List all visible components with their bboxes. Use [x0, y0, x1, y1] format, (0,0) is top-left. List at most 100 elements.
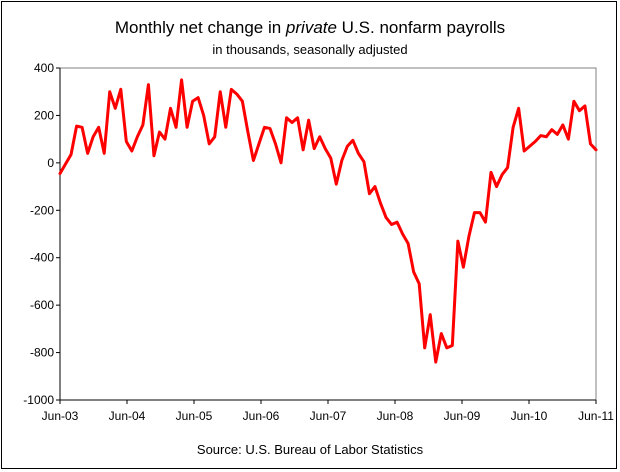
- data-point: [539, 134, 542, 137]
- data-point: [274, 143, 277, 145]
- data-point: [136, 135, 139, 138]
- data-point: [528, 145, 531, 148]
- data-point: [346, 145, 349, 148]
- data-point: [86, 152, 89, 155]
- data-point: [164, 138, 166, 140]
- data-point: [523, 150, 525, 152]
- x-tick-label: Jun-08: [377, 409, 414, 423]
- data-point: [280, 162, 282, 164]
- data-point: [440, 332, 443, 335]
- data-point: [379, 202, 382, 204]
- data-point: [589, 143, 592, 145]
- data-point: [418, 283, 420, 285]
- data-point: [191, 100, 194, 102]
- data-point: [396, 221, 398, 223]
- data-point: [258, 143, 260, 145]
- data-point: [329, 157, 332, 159]
- chart-subtitle: in thousands, seasonally adjusted: [212, 42, 408, 57]
- chart-title-suffix: U.S. nonfarm payrolls: [336, 18, 506, 37]
- y-tick-label: 200: [34, 108, 54, 122]
- data-point: [501, 173, 503, 176]
- data-point: [236, 93, 238, 95]
- data-point: [578, 109, 581, 112]
- data-point: [584, 105, 586, 107]
- data-point: [468, 235, 470, 238]
- data-point: [213, 135, 216, 138]
- data-point: [153, 154, 155, 157]
- y-tick-label: -1000: [23, 393, 54, 407]
- y-tick-label: -600: [30, 298, 54, 312]
- y-tick-label: 400: [34, 61, 54, 75]
- series-line: [58, 78, 598, 364]
- data-point: [169, 107, 172, 110]
- axes: [56, 67, 597, 404]
- data-point: [567, 138, 570, 140]
- data-point: [451, 344, 454, 347]
- data-point: [296, 117, 299, 119]
- chart-title-prefix: Monthly net change in: [114, 18, 286, 37]
- data-point: [114, 107, 117, 110]
- data-point: [401, 233, 404, 235]
- data-point: [550, 128, 553, 131]
- x-tick-label: Jun-04: [109, 409, 146, 423]
- x-tick-label: Jun-07: [310, 409, 347, 423]
- data-point: [545, 135, 548, 138]
- data-point: [390, 223, 393, 226]
- data-point: [407, 242, 409, 245]
- x-tick-label: Jun-09: [444, 409, 481, 423]
- data-point: [202, 114, 205, 117]
- data-point: [556, 133, 559, 136]
- data-point: [208, 143, 210, 145]
- data-point: [446, 347, 448, 349]
- data-point: [341, 159, 343, 162]
- data-point: [302, 149, 304, 151]
- data-point: [374, 185, 376, 188]
- data-point: [92, 135, 94, 138]
- data-point: [291, 121, 293, 124]
- chart-title: Monthly net change in private U.S. nonfa…: [0, 18, 620, 38]
- data-point: [434, 361, 437, 363]
- data-point: [180, 79, 183, 81]
- series-group: [58, 78, 598, 364]
- data-point: [562, 124, 564, 126]
- data-point: [131, 150, 133, 152]
- data-point: [158, 131, 161, 133]
- data-point: [230, 88, 233, 91]
- y-tick-label: -800: [30, 346, 54, 360]
- data-point: [241, 100, 244, 102]
- chart-title-italic: private: [285, 18, 337, 37]
- data-point: [357, 152, 360, 155]
- data-point: [108, 90, 111, 93]
- data-point: [318, 135, 321, 138]
- data-point: [313, 147, 315, 150]
- data-point: [506, 166, 509, 169]
- data-point: [490, 171, 492, 174]
- data-point: [363, 160, 365, 163]
- data-point: [324, 147, 327, 150]
- plot-area: [59, 67, 597, 401]
- data-point: [412, 271, 415, 273]
- data-point: [75, 125, 78, 127]
- x-tick-labels: Jun-03 Jun-04 Jun-05 Jun-06 Jun-07 Jun-08 Jun-…: [42, 409, 615, 423]
- data-point: [307, 119, 310, 121]
- x-tick-label: Jun-03: [42, 409, 79, 423]
- data-point: [517, 107, 520, 110]
- data-point: [97, 126, 100, 129]
- data-point: [269, 127, 271, 130]
- data-point: [534, 140, 537, 143]
- data-point: [573, 100, 575, 102]
- data-point: [263, 126, 266, 129]
- data-point: [147, 83, 150, 86]
- data-point: [595, 149, 597, 151]
- data-point: [59, 172, 61, 175]
- x-tick-label: Jun-06: [243, 409, 280, 423]
- x-tick-label: Jun-05: [176, 409, 213, 423]
- data-point: [64, 163, 67, 165]
- data-point: [125, 140, 128, 143]
- data-point: [352, 139, 354, 142]
- data-point: [368, 192, 371, 195]
- data-point: [252, 159, 255, 162]
- data-point: [224, 126, 227, 129]
- x-tick-label: Jun-10: [511, 409, 548, 423]
